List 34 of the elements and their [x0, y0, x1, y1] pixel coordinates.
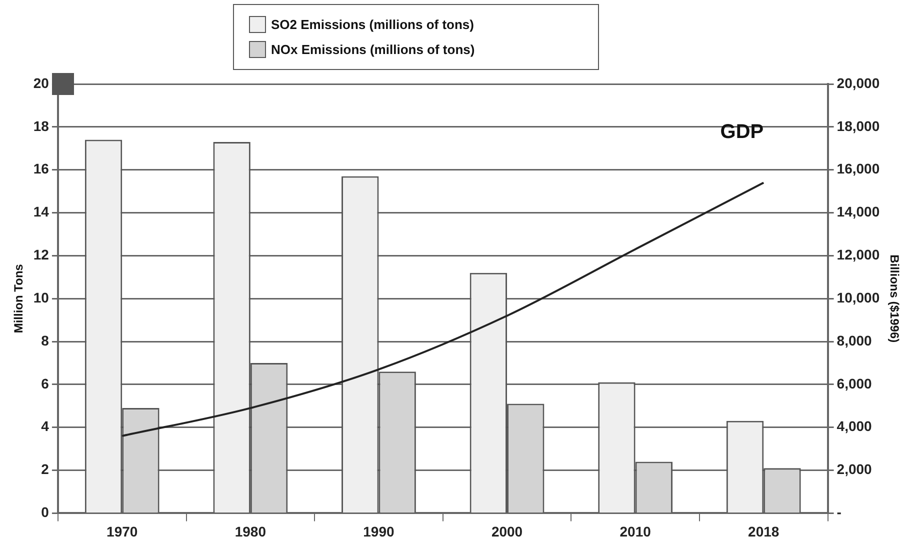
line-series: [121, 182, 765, 437]
y2-tick-label: 20,000: [836, 74, 880, 91]
y-tick-label: 16: [33, 160, 50, 177]
y-tick-label: 18: [33, 118, 50, 134]
y-tick-label: 12: [33, 246, 50, 263]
y-tick-label: 0: [41, 504, 50, 520]
y2-tick-label: 16,000: [836, 160, 880, 177]
x-tick-label: 2010: [620, 523, 652, 540]
y-tick-label: 4: [41, 418, 50, 434]
y-tick-label: 14: [33, 204, 50, 220]
y2-tick-label: 10,000: [836, 289, 880, 306]
y-tick-label: 8: [41, 332, 50, 348]
y2-tick-label: 8,000: [836, 332, 872, 348]
y2-tick-label: 6,000: [836, 375, 872, 392]
y2-axis-title: Billions ($1996): [887, 254, 902, 343]
x-tick-label: 2000: [491, 523, 523, 540]
y-tick-label: 10: [33, 289, 50, 306]
legend-label: NOx Emissions (millions of tons): [271, 42, 475, 57]
y2-tick-label: 14,000: [836, 204, 880, 220]
y2-tick-label: 4,000: [836, 418, 872, 434]
y-tick-label: 6: [41, 375, 50, 392]
y2-tick-label: 18,000: [836, 118, 880, 134]
series-label: GDP: [720, 121, 764, 144]
y-tick-label: 2: [41, 461, 50, 478]
y2-tick-label: 2,000: [836, 461, 872, 478]
y2-tick-label: 12,000: [836, 246, 880, 263]
legend-label: SO2 Emissions (millions of tons): [271, 17, 474, 32]
x-tick-label: 2018: [748, 523, 780, 540]
y2-tick-label: -: [836, 504, 842, 520]
x-tick-label: 1970: [106, 523, 138, 540]
y-axis-title: Million Tons: [12, 264, 26, 334]
x-tick-label: 1990: [363, 523, 395, 540]
x-tick-label: 1980: [234, 523, 266, 540]
y-tick-label: 20: [33, 74, 50, 91]
